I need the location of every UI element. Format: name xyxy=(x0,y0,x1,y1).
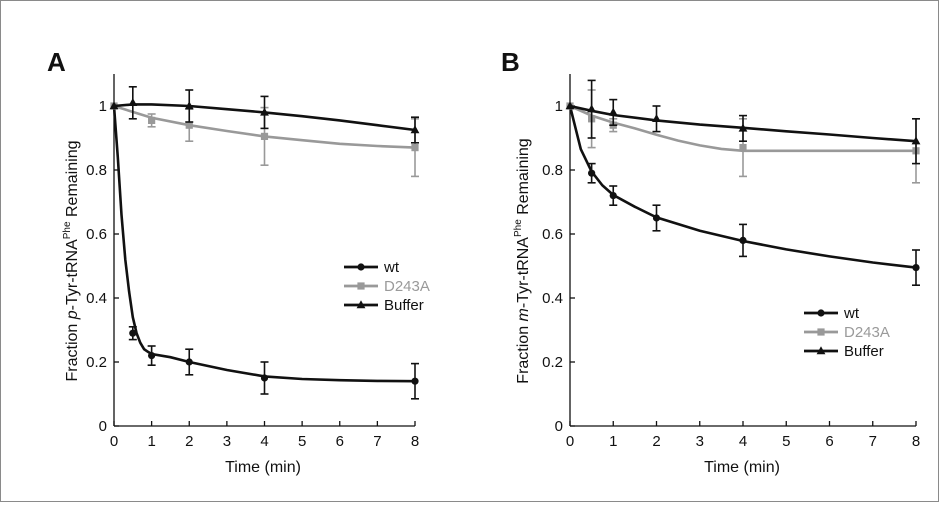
data-point-wt xyxy=(260,374,269,382)
x-tick-label: 3 xyxy=(696,433,704,450)
y-axis-title-pre: Fraction xyxy=(64,319,81,381)
data-point-buffer xyxy=(911,136,921,145)
y-tick-label: 0.4 xyxy=(86,290,107,307)
data-point-buffer xyxy=(184,101,194,110)
y-axis-title-mid: -Tyr-tRNA xyxy=(515,237,532,308)
y-tick-label: 1 xyxy=(99,98,107,115)
series-line-wt xyxy=(112,105,416,383)
y-tick-label: 0.2 xyxy=(542,354,563,371)
y-axis-title-italic: m xyxy=(515,308,532,321)
y-axis-title-post: Remaining xyxy=(64,141,81,222)
y-tick-label: 0.4 xyxy=(542,290,563,307)
y-tick-label: 0 xyxy=(99,418,107,435)
y-tick-label: 0.8 xyxy=(86,162,107,179)
data-point-d243a xyxy=(185,121,193,129)
panel-a: A Fraction p-Tyr-tRNAPhe Remaining Time … xyxy=(47,47,430,476)
data-point-wt xyxy=(739,236,747,244)
y-tick-label: 0.8 xyxy=(542,162,563,179)
legend-label: Buffer xyxy=(384,297,424,314)
x-tick-label: 5 xyxy=(298,433,306,450)
panel-b: B Fraction m-Tyr-tRNAPhe Remaining Time … xyxy=(501,47,921,476)
data-point-buffer xyxy=(128,98,138,106)
x-tick-label: 7 xyxy=(373,433,381,450)
y-axis-title-italic: p xyxy=(64,310,81,320)
y-tick-label: 0 xyxy=(555,418,563,435)
x-axis-title: Time (min) xyxy=(225,459,301,476)
x-axis-title: Time (min) xyxy=(704,459,780,476)
x-tick-label: 8 xyxy=(411,433,419,450)
y-tick-label: 0.6 xyxy=(86,226,107,243)
data-point-d243a xyxy=(148,116,156,124)
x-tick-label: 3 xyxy=(223,433,231,450)
x-tick-label: 4 xyxy=(739,433,747,450)
x-tick-label: 1 xyxy=(609,433,617,450)
x-tick-label: 2 xyxy=(652,433,660,450)
data-point-wt xyxy=(588,169,596,177)
legend-label: wt xyxy=(843,305,860,322)
data-point-d243a xyxy=(739,144,747,152)
data-point-buffer xyxy=(109,101,119,110)
data-point-wt xyxy=(185,358,193,366)
data-point-wt xyxy=(609,192,617,200)
legend-marker xyxy=(357,263,365,271)
data-point-wt xyxy=(912,264,920,272)
x-tick-label: 8 xyxy=(912,433,920,450)
legend-label: Buffer xyxy=(844,343,884,360)
data-point-buffer xyxy=(587,104,597,113)
y-axis-title: Fraction p-Tyr-tRNAPhe Remaining xyxy=(62,141,81,382)
data-point-buffer xyxy=(565,101,575,110)
data-point-wt xyxy=(148,352,156,360)
x-tick-label: 6 xyxy=(336,433,344,450)
y-axis-title-sup: Phe xyxy=(62,221,73,239)
x-tick-label: 2 xyxy=(185,433,193,450)
data-point-wt xyxy=(129,329,137,337)
panel-letter: A xyxy=(47,47,66,77)
data-point-d243a xyxy=(260,132,269,140)
legend-marker xyxy=(817,309,825,317)
x-tick-label: 4 xyxy=(260,433,268,450)
data-point-buffer xyxy=(260,107,269,116)
data-point-buffer xyxy=(608,107,618,116)
series-line-buffer xyxy=(569,104,917,143)
x-tick-label: 0 xyxy=(566,433,574,450)
x-tick-label: 1 xyxy=(147,433,155,450)
legend-label: D243A xyxy=(384,278,430,295)
y-axis-title: Fraction m-Tyr-tRNAPhe Remaining xyxy=(513,138,532,383)
y-axis-title-mid: -Tyr-tRNA xyxy=(64,239,81,310)
y-tick-label: 1 xyxy=(555,98,563,115)
y-axis-title-sup: Phe xyxy=(513,219,524,237)
data-point-buffer xyxy=(410,125,420,134)
y-axis-title-pre: Fraction xyxy=(515,321,532,383)
legend-label: D243A xyxy=(844,324,890,341)
panel-letter: B xyxy=(501,47,520,77)
legend-marker xyxy=(357,282,365,290)
series-line-buffer xyxy=(113,103,416,132)
x-tick-label: 0 xyxy=(110,433,118,450)
data-point-d243a xyxy=(411,144,419,152)
data-point-wt xyxy=(652,214,661,222)
x-tick-label: 7 xyxy=(869,433,877,450)
legend-marker xyxy=(817,328,825,336)
y-axis-title-post: Remaining xyxy=(515,138,532,219)
y-tick-label: 0.6 xyxy=(542,226,563,243)
x-tick-label: 5 xyxy=(782,433,790,450)
legend-marker xyxy=(356,300,366,309)
y-tick-label: 0.2 xyxy=(86,354,107,371)
data-point-wt xyxy=(411,377,419,385)
legend-marker xyxy=(816,346,826,355)
legend-label: wt xyxy=(383,259,400,276)
data-point-buffer xyxy=(738,123,748,132)
x-tick-label: 6 xyxy=(825,433,833,450)
data-point-buffer xyxy=(652,114,661,122)
